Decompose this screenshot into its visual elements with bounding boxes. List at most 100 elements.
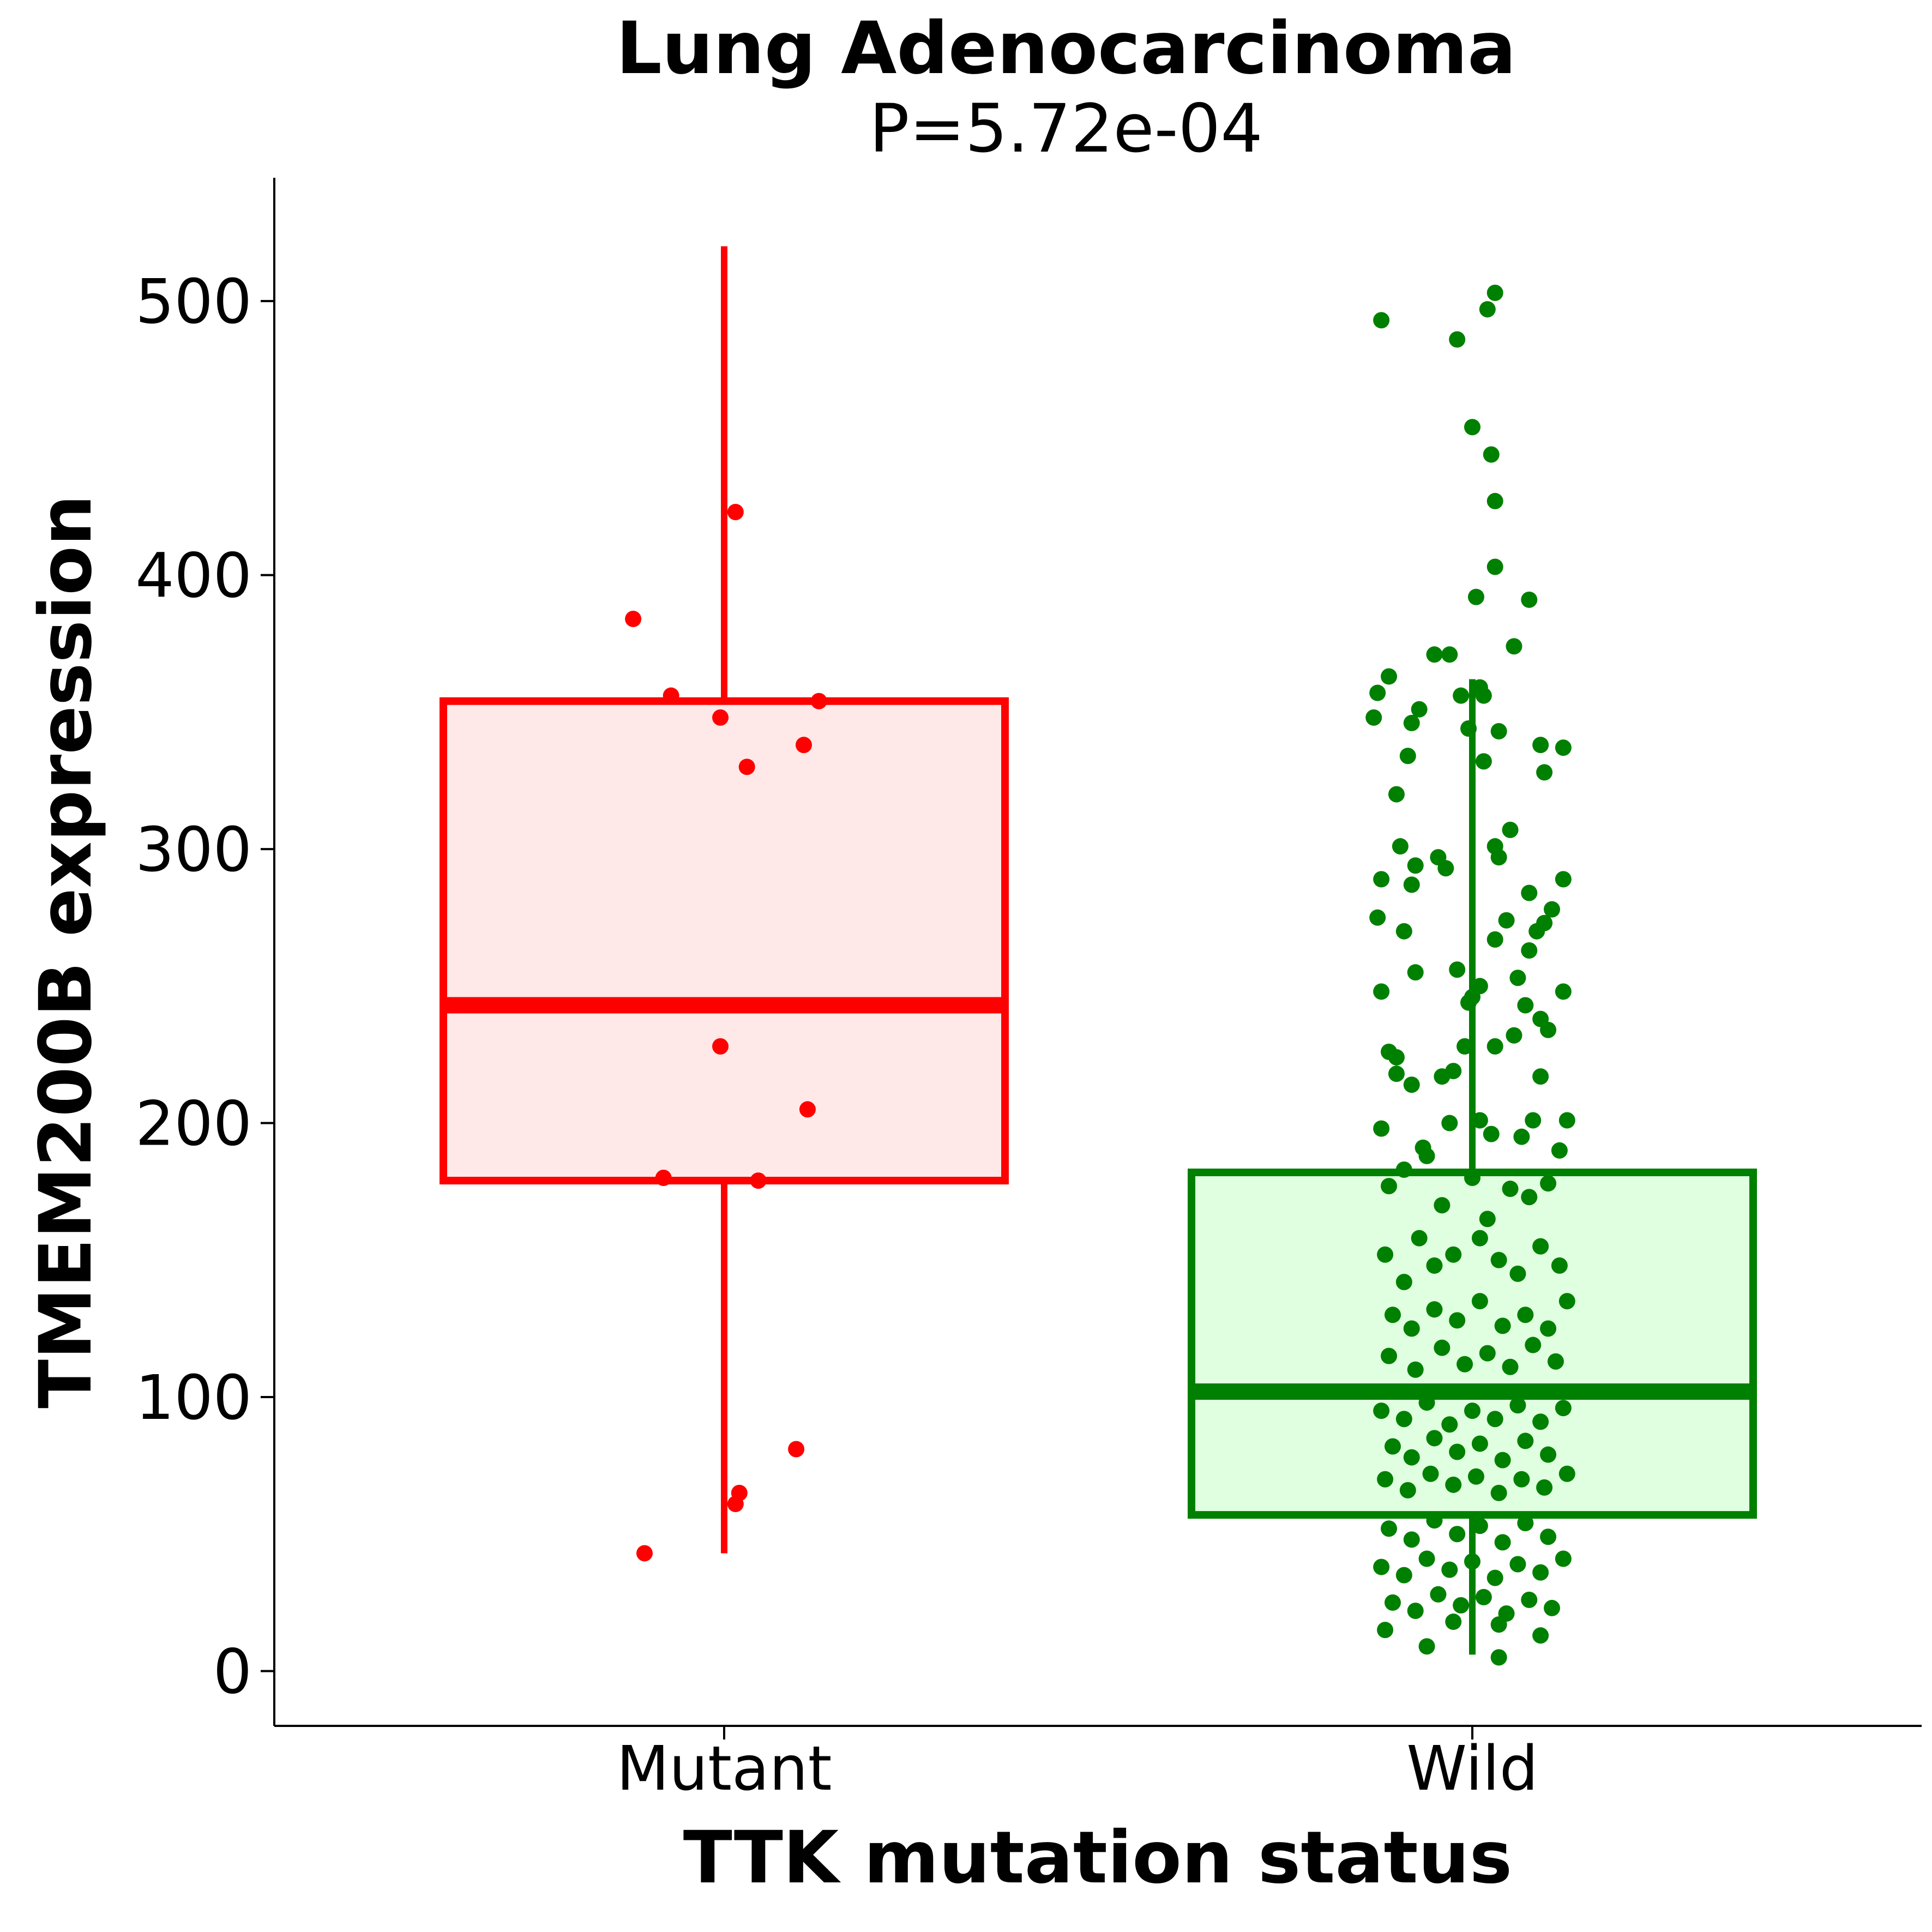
- wild-point: [1498, 912, 1515, 929]
- wild-point: [1464, 419, 1480, 436]
- wild-point: [1551, 1142, 1568, 1159]
- wild-point: [1403, 1531, 1420, 1548]
- wild-point: [1441, 1416, 1458, 1433]
- wild-point: [1544, 901, 1561, 918]
- wild-point: [1418, 1550, 1435, 1567]
- wild-point: [1399, 748, 1416, 765]
- wild-point: [1475, 687, 1492, 704]
- wild-point: [1509, 1556, 1526, 1573]
- wild-point: [1547, 1353, 1564, 1370]
- x-ticks: Mutant Wild: [616, 1726, 1538, 1804]
- wild-point: [1525, 1337, 1542, 1353]
- wild-point: [1407, 857, 1424, 874]
- chart-title: Lung Adenocarcinoma: [616, 7, 1516, 91]
- y-tick-label: 300: [135, 815, 252, 886]
- wild-point: [1384, 1438, 1401, 1455]
- wild-point: [1399, 1482, 1416, 1498]
- wild-point: [1395, 1273, 1412, 1290]
- wild-point: [1449, 1526, 1466, 1543]
- wild-point: [1540, 1446, 1557, 1463]
- y-tick-label: 400: [135, 541, 252, 612]
- wild-point: [1479, 1211, 1496, 1227]
- wild-point: [1555, 983, 1572, 1000]
- wild-point: [1441, 1115, 1458, 1131]
- wild-point: [1411, 1230, 1428, 1247]
- wild-point: [1532, 1413, 1549, 1430]
- wild-point: [1509, 1397, 1526, 1414]
- wild-point: [1558, 1112, 1575, 1129]
- wild-point: [1521, 942, 1538, 959]
- wild-point: [1453, 1597, 1470, 1614]
- wild-point: [1456, 1038, 1473, 1055]
- wild-point: [1536, 1479, 1553, 1496]
- wild-point: [1418, 1638, 1435, 1655]
- wild-point: [1467, 1468, 1484, 1485]
- y-ticks: 0 100 200 300 400 500: [135, 267, 274, 1708]
- mutant-point: [712, 709, 729, 726]
- wild-point: [1521, 1189, 1538, 1206]
- wild-point: [1373, 1403, 1390, 1419]
- wild-point: [1509, 970, 1526, 986]
- wild-point: [1449, 1443, 1466, 1460]
- wild-point: [1418, 1147, 1435, 1164]
- wild-point: [1471, 1230, 1488, 1247]
- wild-point: [1517, 1433, 1534, 1449]
- wild-point: [1426, 1512, 1443, 1529]
- wild-point: [1365, 709, 1382, 726]
- wild-point: [1471, 1112, 1488, 1129]
- wild-point: [1525, 1112, 1542, 1129]
- wild-point: [1460, 994, 1477, 1011]
- x-tick-label: Mutant: [616, 1734, 832, 1804]
- wild-point: [1506, 638, 1522, 655]
- wild-point: [1521, 884, 1538, 901]
- wild-point: [1369, 684, 1386, 701]
- wild-point: [1544, 1599, 1561, 1616]
- wild-point: [1471, 1293, 1488, 1310]
- wild-point: [1418, 1394, 1435, 1411]
- x-tick-label: Wild: [1406, 1734, 1538, 1804]
- wild-point: [1407, 964, 1424, 981]
- mutant-point: [625, 610, 642, 627]
- wild-point: [1445, 1063, 1462, 1080]
- wild-point: [1479, 1345, 1496, 1362]
- wild-point: [1373, 1120, 1390, 1137]
- y-tick-label: 200: [135, 1089, 252, 1160]
- wild-point: [1437, 860, 1454, 877]
- wild-point: [1536, 914, 1553, 931]
- wild-point: [1373, 983, 1390, 1000]
- wild-point: [1384, 1307, 1401, 1323]
- wild-point: [1521, 1591, 1538, 1608]
- wild-point: [1373, 1558, 1390, 1575]
- wild-point: [1377, 1622, 1394, 1639]
- wild-box: [1188, 1168, 1757, 1519]
- wild-point: [1403, 1449, 1420, 1466]
- wild-point: [1381, 668, 1398, 685]
- mutant-point: [796, 737, 812, 754]
- wild-point: [1502, 1358, 1519, 1375]
- wild-point: [1558, 1293, 1575, 1310]
- wild-point: [1373, 312, 1390, 329]
- wild-point: [1445, 1614, 1462, 1630]
- wild-point: [1449, 1312, 1466, 1329]
- mutant-point: [738, 759, 755, 775]
- wild-point: [1388, 786, 1405, 803]
- mutant-point: [663, 687, 679, 704]
- wild-point: [1486, 285, 1503, 302]
- wild-point: [1475, 1588, 1492, 1605]
- wild-point: [1532, 1627, 1549, 1644]
- wild-point: [1494, 1452, 1511, 1468]
- wild-point: [1369, 909, 1386, 926]
- wild-point: [1395, 1567, 1412, 1584]
- mutant-point: [712, 1038, 729, 1055]
- wild-point: [1471, 1435, 1488, 1452]
- wild-point: [1434, 1197, 1450, 1214]
- wild-point: [1494, 1317, 1511, 1334]
- wild-point: [1540, 1021, 1557, 1038]
- wild-point: [1494, 1534, 1511, 1551]
- wild-point: [1464, 1170, 1480, 1187]
- wild-point: [1532, 1238, 1549, 1255]
- wild-point: [1536, 764, 1553, 781]
- wild-point: [1373, 871, 1390, 888]
- wild-point: [1430, 1586, 1447, 1603]
